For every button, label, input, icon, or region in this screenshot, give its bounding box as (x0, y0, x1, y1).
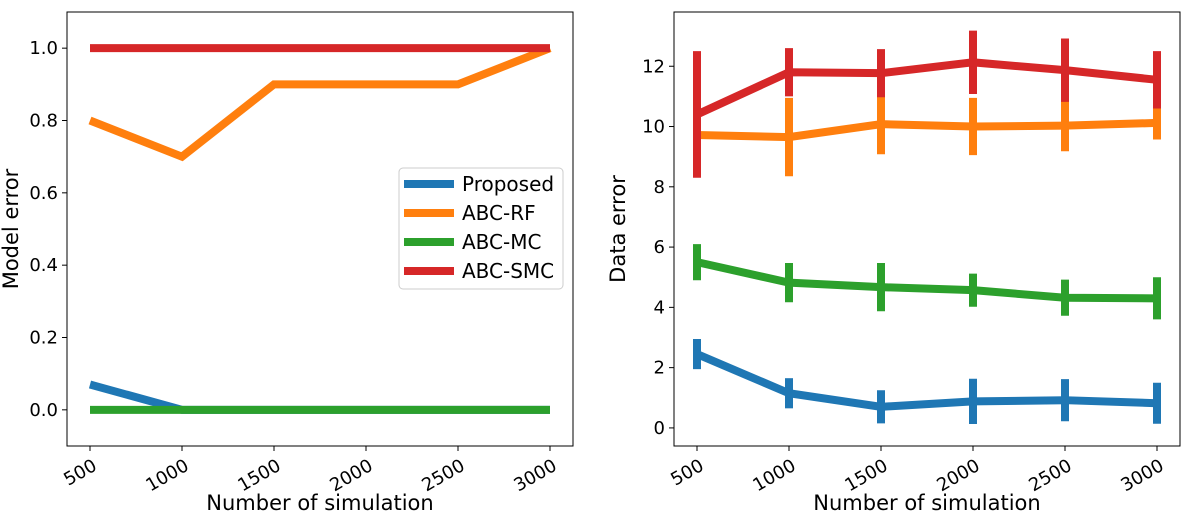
legend-label: Proposed (462, 172, 554, 196)
series-line (696, 118, 1158, 142)
series-color-2 (693, 244, 1161, 320)
y-axis-label: Model error (0, 168, 23, 289)
y-tick-label: 2 (654, 358, 665, 379)
y-tick-label: 0.6 (29, 183, 58, 204)
plot-area (88, 44, 552, 414)
x-axis-label: Number of simulation (813, 491, 1040, 515)
y-tick-label: 10 (642, 117, 665, 138)
y-tick-label: 0.2 (29, 328, 58, 349)
y-tick-label: 4 (654, 297, 665, 318)
legend-label: ABC-SMC (462, 259, 554, 283)
plot-frame (66, 11, 574, 447)
plot-area (693, 30, 1161, 424)
legend-label: ABC-MC (462, 230, 541, 254)
y-axis-label: Data error (606, 175, 630, 283)
y-tick-label: 0 (654, 418, 665, 439)
series-color-3 (693, 30, 1161, 178)
series-line (88, 44, 552, 162)
x-tick-label: 3000 (1117, 455, 1167, 496)
series-color-1 (693, 92, 1161, 178)
x-tick-label: 1000 (142, 455, 192, 496)
x-tick-label: 500 (667, 455, 707, 490)
y-tick-label: 1.0 (29, 38, 58, 59)
legend-box (398, 167, 564, 290)
x-tick-label: 500 (60, 455, 100, 490)
y-tick-label: 0.4 (29, 255, 58, 276)
x-tick-label: 1000 (749, 455, 799, 496)
y-tick-label: 0.8 (29, 111, 58, 132)
y-tick-label: 0.0 (29, 400, 58, 421)
legend-label: ABC-RF (462, 201, 536, 225)
plot-frame (673, 11, 1181, 447)
y-tick-label: 8 (654, 177, 665, 198)
y-tick-label: 12 (642, 56, 665, 77)
series-abc-rf (88, 44, 552, 162)
x-axis-label: Number of simulation (206, 491, 433, 515)
series-line (696, 258, 1158, 303)
legend: Proposed ABC-RF ABC-MC ABC-SMC (398, 167, 564, 290)
series-color-0 (693, 339, 1161, 424)
series-line (695, 58, 1158, 119)
series-line (695, 350, 1158, 411)
y-tick-label: 6 (654, 237, 665, 258)
x-tick-label: 3000 (510, 455, 560, 496)
